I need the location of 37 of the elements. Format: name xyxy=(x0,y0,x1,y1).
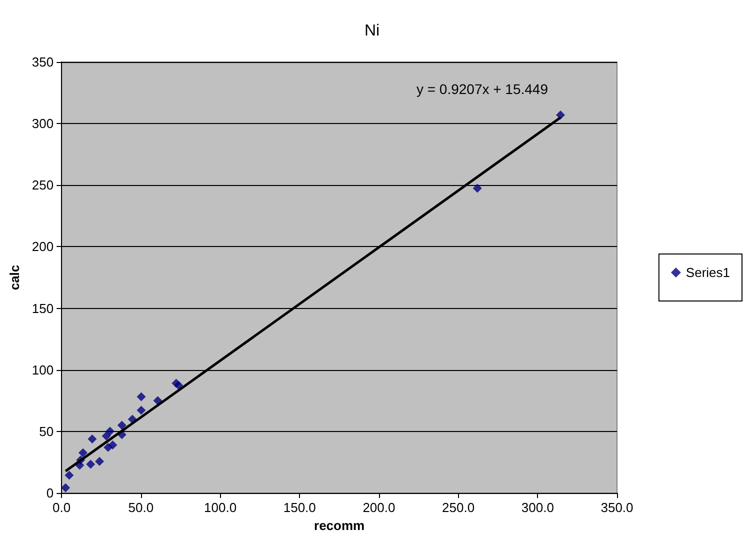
x-tick-label: 100.0 xyxy=(204,500,237,515)
y-tick-label: 100 xyxy=(32,362,54,378)
y-tick-label: 350 xyxy=(32,54,54,70)
point xyxy=(88,434,97,444)
x-axis-title: recomm xyxy=(314,518,365,533)
point xyxy=(64,470,74,480)
point xyxy=(102,431,111,440)
point xyxy=(136,406,146,415)
y-tick-label: 200 xyxy=(32,239,54,254)
point xyxy=(78,448,88,458)
point xyxy=(174,380,184,390)
point xyxy=(117,420,126,430)
y-axis-title: calc xyxy=(7,264,22,290)
point xyxy=(95,456,104,466)
x-tick-label: 200.0 xyxy=(362,500,396,515)
point xyxy=(105,426,114,436)
point xyxy=(153,396,162,406)
point xyxy=(136,392,146,402)
y-tick-label: 50 xyxy=(39,424,54,439)
y-tick-label: 300 xyxy=(32,116,54,132)
y-tick-label: 0 xyxy=(46,486,54,500)
x-tick-label: 350.0 xyxy=(600,500,634,515)
point xyxy=(61,483,70,492)
legend-label: Series1 xyxy=(686,265,730,280)
point xyxy=(556,110,566,120)
x-tick-label: 50.0 xyxy=(128,500,154,515)
annotation: y = 0.9207x + 15.449 xyxy=(416,81,548,97)
point xyxy=(86,460,96,469)
point xyxy=(472,184,482,193)
x-tick-label: 0.0 xyxy=(52,500,71,515)
y-tick-label: 150 xyxy=(32,300,54,316)
point xyxy=(108,440,118,450)
x-tick-label: 250.0 xyxy=(442,500,475,515)
y-tick-label: 250 xyxy=(32,178,54,193)
x-tick-label: 150.0 xyxy=(283,500,316,515)
chart-title: Ni xyxy=(364,22,380,40)
x-tick-label: 300.0 xyxy=(521,500,554,515)
